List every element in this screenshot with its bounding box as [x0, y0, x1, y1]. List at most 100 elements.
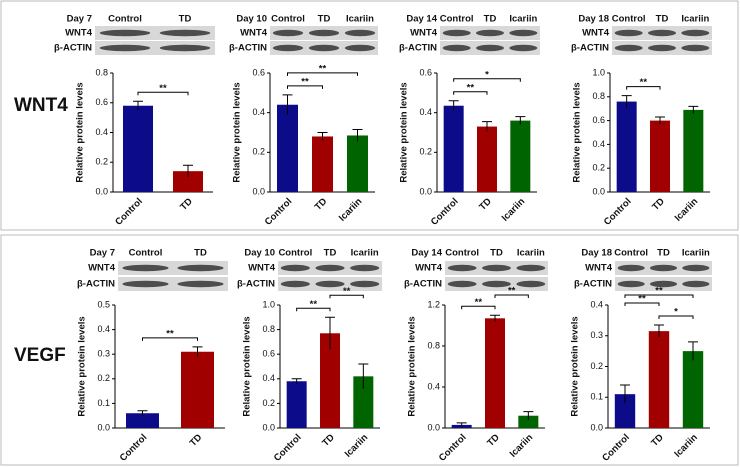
error-bar	[688, 105, 699, 114]
significance-bracket	[624, 294, 694, 298]
blot-band	[159, 44, 211, 52]
significance-label: **	[310, 299, 318, 310]
blot-row-label: β-ACTIN	[77, 279, 115, 290]
blot-band	[344, 44, 376, 52]
blot-lane: TD	[490, 248, 503, 259]
blot-band	[482, 280, 511, 288]
blot-lane: Control	[108, 14, 142, 25]
blot-row-label: β-ACTIN	[54, 43, 92, 54]
y-tick-label: 1.2	[427, 299, 440, 309]
bar	[320, 333, 340, 428]
error-bar	[490, 314, 500, 322]
bar	[616, 101, 637, 192]
blot-band	[99, 44, 151, 52]
blot-row-label: WNT4	[585, 263, 613, 274]
significance-label: **	[638, 294, 646, 305]
blot-band	[122, 280, 169, 288]
blot-band	[442, 44, 471, 52]
error-bar	[482, 121, 492, 132]
blot-lane: Icariin	[509, 14, 537, 25]
y-axis-label: Relative protein levels	[242, 316, 253, 416]
bar	[683, 109, 704, 192]
significance-bracket	[453, 91, 488, 95]
error-bar	[523, 411, 534, 420]
significance-label: **	[655, 286, 663, 297]
significance-label: **	[166, 328, 174, 339]
error-bar	[282, 94, 293, 115]
blot-band	[476, 44, 504, 52]
y-axis-label: Relative protein levels	[232, 82, 243, 182]
blot-lane: Control	[129, 248, 163, 259]
blot-row-label: WNT4	[410, 28, 438, 39]
blot-day: Day 14	[406, 14, 437, 25]
blot-band	[516, 280, 546, 288]
y-tick-label: 0.0	[592, 186, 605, 196]
error-bar	[317, 132, 328, 141]
significance-bracket	[137, 91, 189, 96]
significance-label: **	[319, 63, 327, 74]
x-tick-label: Icariin	[508, 432, 536, 460]
error-bar	[621, 95, 632, 108]
significance-bracket	[461, 305, 496, 310]
significance-bracket	[287, 72, 358, 76]
blot-band	[442, 29, 471, 37]
bar	[123, 105, 153, 192]
blot-lane: Control	[278, 248, 312, 259]
blot-day: Day 14	[411, 248, 442, 259]
blot-row-label: WNT4	[65, 28, 93, 39]
y-tick-label: 0.6	[262, 349, 275, 359]
significance-label: **	[475, 297, 483, 308]
significance-bracket	[287, 85, 323, 89]
error-bar	[655, 116, 665, 125]
blot-lane: Control	[612, 14, 646, 25]
error-bar	[358, 363, 369, 389]
bar	[353, 376, 374, 428]
y-tick-label: 0.6	[95, 97, 108, 107]
blot-lane: Control	[614, 248, 648, 259]
panel-frame	[0, 234, 739, 466]
blot-band	[482, 264, 511, 272]
y-tick-label: 0.4	[95, 127, 108, 137]
blot-lane: TD	[657, 248, 670, 259]
blot-strip	[95, 41, 215, 55]
y-tick-label: 0.0	[95, 186, 108, 196]
blot-row-label: WNT4	[582, 28, 610, 39]
blot-band	[682, 264, 710, 272]
bar	[277, 104, 298, 192]
y-tick-label: 0.8	[262, 324, 275, 334]
bar	[173, 171, 203, 192]
x-tick-label: TD	[320, 432, 337, 449]
y-tick-label: 0.2	[252, 147, 265, 157]
significance-bracket	[329, 294, 364, 299]
x-tick-label: Icariin	[672, 432, 700, 460]
y-tick-label: 0.0	[419, 186, 432, 196]
y-tick-label: 0.2	[97, 373, 110, 383]
blot-band	[648, 29, 676, 37]
blot-day: Day 7	[67, 14, 92, 25]
blot-lane: Icariin	[346, 14, 374, 25]
y-tick-label: 0.4	[590, 299, 603, 309]
blot-band	[177, 280, 224, 288]
blot-row-label: β-ACTIN	[404, 279, 442, 290]
y-tick-label: 0.4	[592, 139, 605, 149]
bar	[518, 415, 539, 428]
significance-bracket	[494, 294, 529, 298]
bar	[347, 135, 368, 192]
significance-bracket	[624, 302, 660, 306]
blot-row-label: β-ACTIN	[237, 279, 275, 290]
blot-lane: Control	[445, 248, 479, 259]
y-tick-label: 0.8	[592, 91, 605, 101]
bar	[648, 331, 670, 428]
y-tick-label: 0.1	[590, 392, 603, 402]
blot-band	[272, 44, 304, 52]
y-tick-label: 0.3	[97, 349, 110, 359]
y-tick-label: 0.0	[252, 186, 265, 196]
y-tick-label: 0.8	[95, 67, 108, 77]
y-tick-label: 0.4	[252, 107, 265, 117]
bar	[181, 351, 214, 428]
x-tick-label: TD	[188, 432, 205, 449]
blot-row-label: WNT4	[248, 263, 276, 274]
significance-bracket	[626, 86, 661, 90]
blot-row-label: β-ACTIN	[229, 43, 267, 54]
y-tick-label: 0.4	[419, 107, 432, 117]
